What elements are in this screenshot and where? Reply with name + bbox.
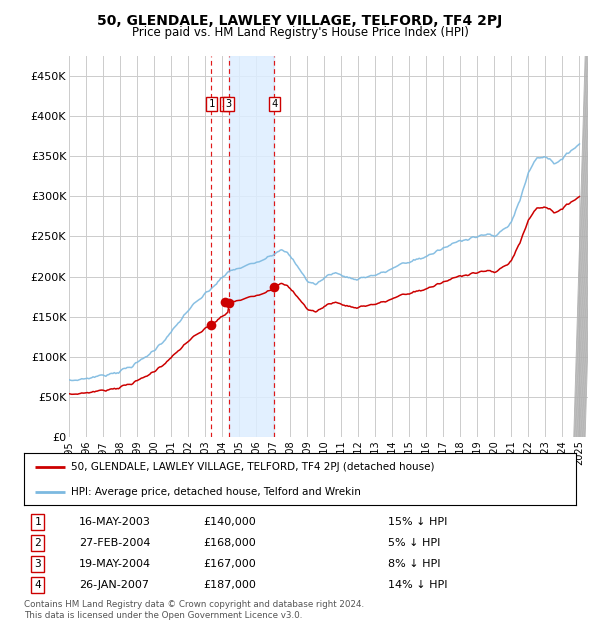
Text: Price paid vs. HM Land Registry's House Price Index (HPI): Price paid vs. HM Land Registry's House … [131,26,469,39]
Text: 2: 2 [34,538,41,548]
Text: £140,000: £140,000 [203,517,256,527]
Text: 16-MAY-2003: 16-MAY-2003 [79,517,151,527]
Text: £168,000: £168,000 [203,538,256,548]
Bar [229,56,274,437]
Text: HPI: Average price, detached house, Telford and Wrekin: HPI: Average price, detached house, Telf… [71,487,361,497]
Text: 3: 3 [226,99,232,109]
Text: £167,000: £167,000 [203,559,256,569]
Text: 3: 3 [34,559,41,569]
Text: 14% ↓ HPI: 14% ↓ HPI [388,580,448,590]
Text: 50, GLENDALE, LAWLEY VILLAGE, TELFORD, TF4 2PJ: 50, GLENDALE, LAWLEY VILLAGE, TELFORD, T… [97,14,503,28]
Text: 5% ↓ HPI: 5% ↓ HPI [388,538,440,548]
Text: 50, GLENDALE, LAWLEY VILLAGE, TELFORD, TF4 2PJ (detached house): 50, GLENDALE, LAWLEY VILLAGE, TELFORD, T… [71,463,434,472]
Text: 19-MAY-2004: 19-MAY-2004 [79,559,151,569]
Text: 26-JAN-2007: 26-JAN-2007 [79,580,149,590]
Text: 4: 4 [34,580,41,590]
Text: 27-FEB-2004: 27-FEB-2004 [79,538,151,548]
Text: 8% ↓ HPI: 8% ↓ HPI [388,559,441,569]
Text: 1: 1 [208,99,215,109]
Text: 15% ↓ HPI: 15% ↓ HPI [388,517,448,527]
Text: 1: 1 [34,517,41,527]
Text: £187,000: £187,000 [203,580,256,590]
Text: 2: 2 [222,99,228,109]
Text: 4: 4 [271,99,278,109]
Text: Contains HM Land Registry data © Crown copyright and database right 2024.
This d: Contains HM Land Registry data © Crown c… [24,600,364,619]
